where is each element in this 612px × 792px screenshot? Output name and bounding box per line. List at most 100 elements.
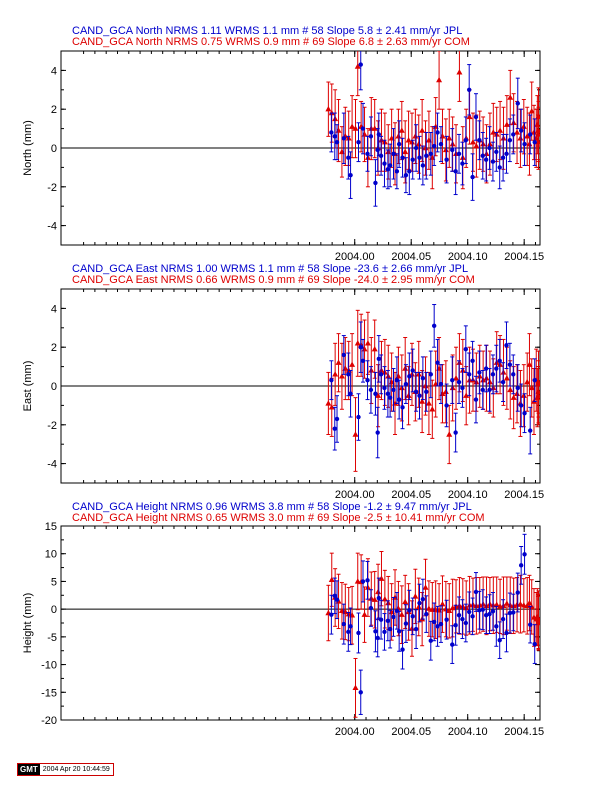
jpl-point [385, 167, 391, 172]
jpl-point [483, 613, 489, 618]
com-point [381, 595, 388, 602]
com-point [402, 598, 409, 605]
jpl-point [522, 552, 527, 557]
com-point [415, 140, 422, 147]
com-point [419, 127, 426, 133]
jpl-point [515, 590, 520, 595]
com-point [473, 142, 480, 149]
com-point [429, 406, 436, 412]
y-axis-label: East (mm) [22, 361, 34, 412]
jpl-point [382, 161, 387, 166]
com-point [415, 603, 422, 610]
com-point [405, 392, 412, 398]
y-tick-label: 2 [51, 104, 57, 116]
jpl-point [368, 605, 374, 611]
jpl-point [334, 597, 340, 602]
com-point [524, 133, 531, 139]
com-point [439, 133, 446, 139]
y-axis-label: North (mm) [22, 120, 34, 176]
y-tick-label: 10 [45, 549, 57, 561]
jpl-point [341, 621, 346, 627]
jpl-point [407, 608, 412, 613]
jpl-point [346, 372, 351, 377]
jpl-point [356, 630, 361, 636]
com-point [442, 605, 449, 612]
jpl-point [504, 343, 509, 348]
jpl-point [456, 613, 462, 618]
jpl-point [450, 377, 455, 383]
com-point [361, 611, 368, 617]
jpl-point [532, 641, 537, 647]
data-layer [325, 304, 540, 472]
jpl-point [463, 346, 469, 352]
jpl-point [385, 618, 391, 623]
jpl-point [477, 370, 482, 375]
jpl-point [417, 393, 422, 398]
com-point [446, 431, 453, 437]
jpl-point [494, 624, 499, 629]
jpl-point [403, 381, 409, 387]
com-point [415, 371, 422, 377]
com-point [528, 384, 535, 391]
com-point [354, 340, 361, 346]
com-point [398, 384, 405, 391]
jpl-point [346, 155, 351, 160]
jpl-point [487, 387, 492, 393]
com-point [352, 684, 359, 691]
chart-panel-2: -4 -2 0 2 4 2004.00 2004.05 2004.10 2004.15 East … [22, 263, 544, 501]
jpl-point [466, 372, 472, 377]
jpl-point [438, 381, 444, 387]
jpl-point [400, 155, 405, 160]
jpl-point [382, 629, 387, 635]
jpl-point [376, 595, 382, 601]
com-point [493, 601, 500, 607]
jpl-point [460, 385, 465, 391]
jpl-point [424, 611, 429, 617]
jpl-point [332, 593, 337, 599]
com-point [517, 600, 524, 607]
jpl-point [473, 397, 479, 402]
jpl-point [497, 637, 502, 643]
com-point [446, 607, 453, 614]
jpl-point [387, 395, 393, 400]
jpl-point [444, 157, 449, 162]
com-point [352, 431, 359, 437]
jpl-point [378, 153, 384, 158]
jpl-point [417, 600, 422, 606]
jpl-point [435, 130, 440, 135]
x-tick-label: 2004.10 [448, 251, 488, 263]
com-point [520, 123, 527, 129]
jpl-point [341, 136, 346, 141]
jpl-point [532, 377, 537, 383]
jpl-point [490, 372, 496, 377]
jpl-point [417, 155, 422, 160]
com-point [378, 575, 385, 581]
y-tick-label: 2 [51, 342, 57, 354]
com-point [398, 127, 405, 133]
jpl-point [394, 608, 400, 614]
jpl-point [515, 101, 520, 106]
jpl-point [456, 151, 462, 157]
jpl-point [438, 621, 444, 627]
jpl-point [504, 630, 509, 636]
jpl-point [522, 410, 527, 416]
jpl-point [348, 391, 353, 396]
com-point [328, 576, 335, 582]
jpl-point [504, 151, 509, 157]
com-point [371, 125, 378, 131]
jpl-point [477, 608, 482, 613]
jpl-point [410, 368, 415, 373]
jpl-point [407, 169, 412, 174]
com-point [456, 69, 463, 75]
jpl-point [528, 428, 533, 433]
com-point [325, 400, 332, 406]
jpl-point [431, 619, 437, 625]
gmt-timestamp-stamp: GMT 2004 Apr 20 10:44:59 [17, 763, 114, 776]
com-point [524, 378, 531, 385]
legend-entry-jpl: CAND_GCA North NRMS 1.11 WRMS 1.1 mm # 5… [72, 25, 462, 37]
jpl-point [466, 87, 472, 93]
jpl-point [511, 132, 516, 137]
y-tick-label: -20 [41, 715, 57, 727]
jpl-point [348, 624, 353, 629]
jpl-point [400, 405, 405, 410]
